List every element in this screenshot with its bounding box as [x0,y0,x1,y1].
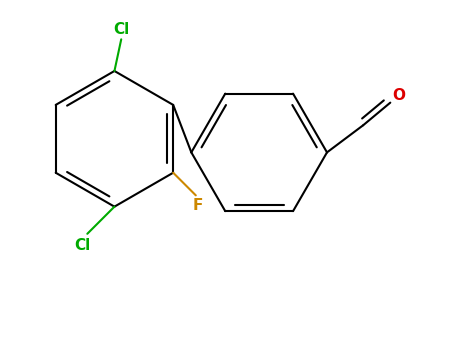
Text: O: O [392,88,405,103]
Text: Cl: Cl [75,238,91,253]
Text: F: F [193,198,203,212]
Text: Cl: Cl [113,22,129,37]
